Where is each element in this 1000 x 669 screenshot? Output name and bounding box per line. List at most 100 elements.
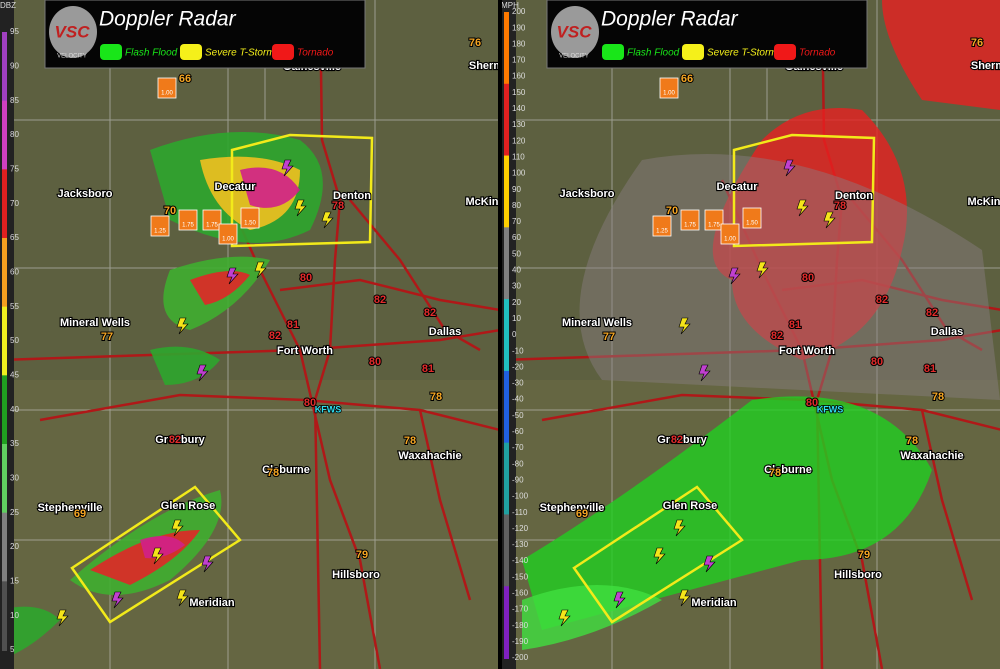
radar-echo [140,536,185,559]
colorbar-tick: 80 [512,201,521,210]
legend-swatch [602,44,624,60]
temperature: 78 [932,391,944,403]
warning-polygon [572,485,744,624]
colorbar-segment [2,444,7,514]
colorbar-tick: -130 [512,540,529,549]
header: VSC VELOCITY Doppler Radar Flash Flood Sever… [44,0,366,69]
colorbar-tick: -160 [512,589,529,598]
hail-icon [218,223,238,245]
temperature: 78 [430,391,442,403]
highway [920,409,974,601]
colorbar-segment [2,238,7,308]
colorbar-segment [504,83,509,157]
temperature: 82 [269,330,281,342]
lightning-icon [56,609,69,627]
temperature: 79 [858,549,870,561]
hail-size: 1.75 [206,223,218,229]
temperature: 78 [404,435,416,447]
highway [418,409,472,601]
colorbar-segment [2,512,7,583]
temperature: 78 [769,467,781,479]
colorbar-tick: -50 [512,411,524,420]
colorbar-tick: -80 [512,459,524,468]
colorbar-tick: 20 [10,542,19,551]
temperature: 69 [576,508,588,520]
hail-size: 1.50 [746,221,758,227]
legend-swatch [272,44,294,60]
colorbar-tick: 120 [512,136,526,145]
colorbar-unit: DBZ [0,1,16,10]
colorbar-tick: 90 [512,185,521,194]
lightning-icon [653,547,666,565]
colorbar-tick: -170 [512,605,529,614]
colorbar-tick: 55 [10,302,19,311]
header-bg [546,0,868,69]
hail-size: 1.25 [656,229,668,235]
colorbar-tick: 45 [10,370,19,379]
colorbar-segment [504,227,509,301]
legend-swatch [682,44,704,60]
station-label: KFWS [315,404,342,414]
temperature: 82 [374,294,386,306]
velocity-echo [712,108,907,360]
temperature: 82 [876,294,888,306]
colorbar-tick: 160 [512,72,526,81]
hail-icon [659,77,679,99]
city-label: Denton [333,190,371,202]
hail-size: 1.00 [663,91,675,97]
colorbar-tick: 190 [512,23,526,32]
colorbar-segment [504,299,509,372]
lightning-icon [196,364,209,382]
lightning-icon [756,261,769,279]
legend-swatch [774,44,796,60]
hail-size: 1.00 [724,237,736,243]
radar-panel-reflectivity: 1.001.251.751.751.501.00GainesvilleSherm… [0,0,498,669]
colorbar-tick: 50 [512,249,521,258]
colorbar-segment [504,442,509,516]
city-label: Hillsboro [834,569,882,581]
logo-mark [551,6,599,58]
temperature: 76 [971,37,983,49]
temperature: 80 [802,272,814,284]
temperature: 82 [424,307,436,319]
lightning-icon [613,591,626,609]
city-label: Decatur [717,181,759,193]
lightning-icon [294,199,307,217]
lightning-icon [728,267,741,285]
colorbar-tick: 0 [512,330,517,339]
colorbar-tick: 70 [512,217,521,226]
city-label: Stephenville [540,502,605,514]
colorbar-tick: 60 [10,267,19,276]
temperature: 70 [666,205,678,217]
hail-size: 1.00 [161,91,173,97]
colorbar-segment [2,375,7,445]
colorbar-segment [2,581,7,651]
colorbar-segment [2,100,7,171]
logo-mark [49,6,97,58]
colorbar-tick: 20 [512,298,521,307]
colorbar-tick: 50 [10,336,19,345]
lightning-icon [281,159,294,177]
legend-label: Flash Flood [627,48,680,59]
temperature: 66 [681,73,693,85]
colorbar-tick: 90 [10,61,19,70]
city-label: Dallas [429,326,461,338]
radar-panel-velocity: 1.001.251.751.751.501.00GainesvilleSherm… [502,0,1000,669]
colorbar-segment [504,12,509,85]
colorbar-tick: 100 [512,169,526,178]
temperature: 78 [834,200,846,212]
lightning-icon [698,364,711,382]
temperature: 80 [369,356,381,368]
lightning-icon [201,555,214,573]
colorbar-tick: -100 [512,492,529,501]
temperature: 76 [469,37,481,49]
temperature: 69 [74,508,86,520]
hail-size: 1.75 [182,223,194,229]
logo-sub: VELOCITY [559,54,589,60]
hail-size: 1.50 [244,221,256,227]
colorbar-tick: 80 [10,130,19,139]
hail-size: 1.00 [222,237,234,243]
lightning-icon [176,317,189,335]
colorbar-tick: 5 [10,645,15,654]
legend-label: Severe T-Storm [707,48,777,59]
